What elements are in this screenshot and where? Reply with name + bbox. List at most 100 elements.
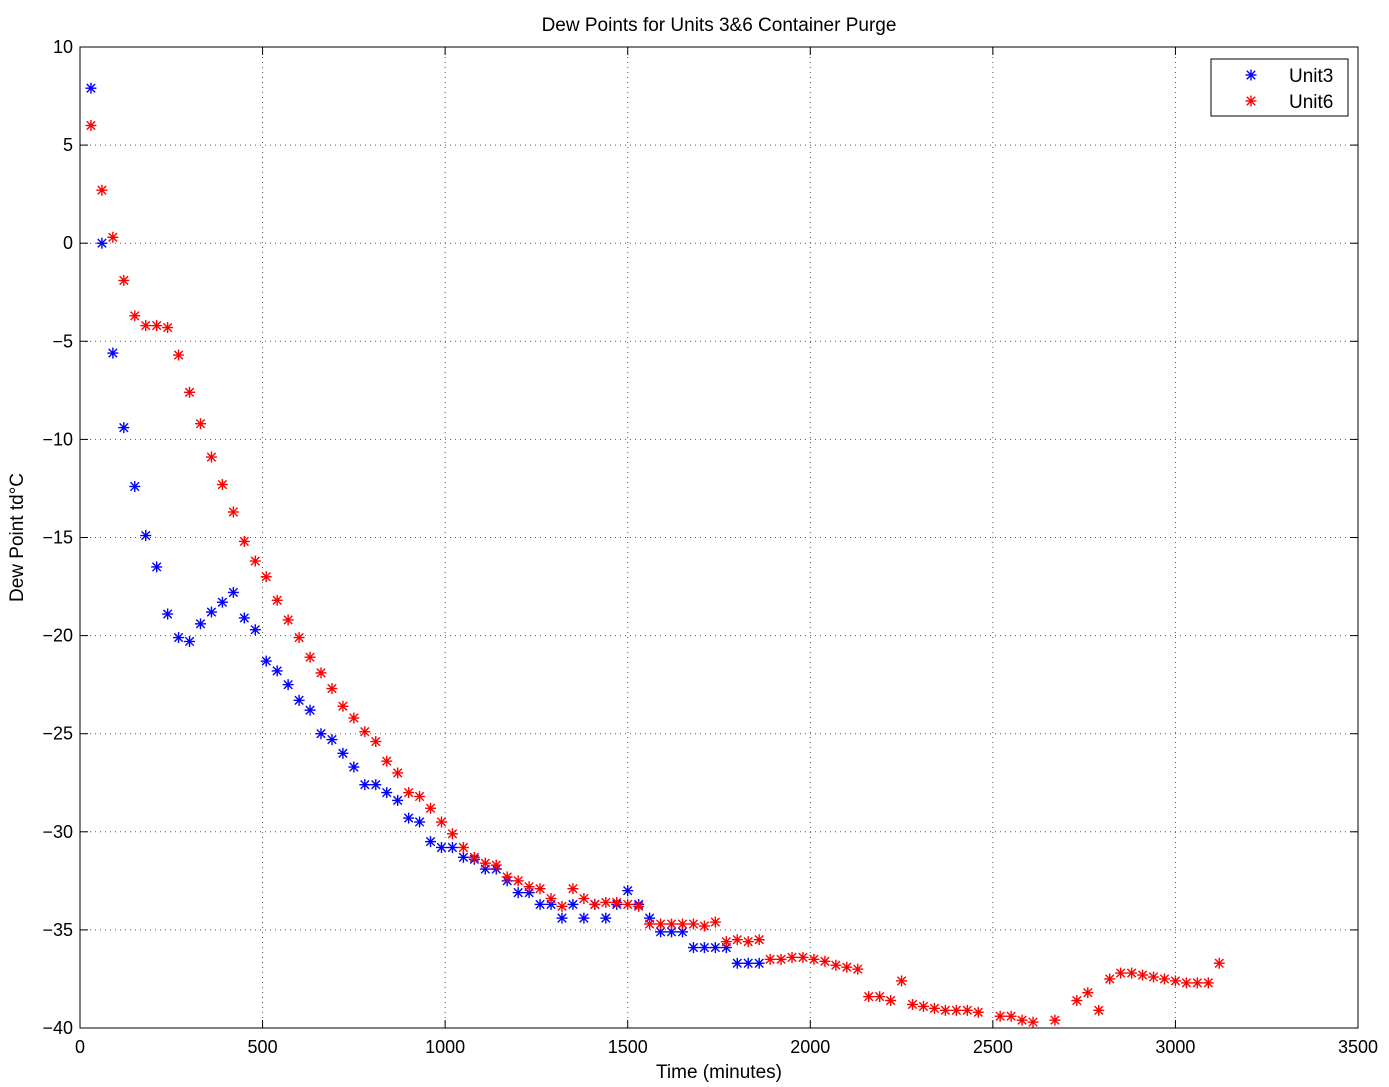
data-point [655, 918, 667, 930]
data-point [326, 683, 338, 695]
data-point [1191, 977, 1203, 989]
data-point [282, 614, 294, 626]
data-point [1027, 1016, 1039, 1028]
data-point [1169, 975, 1181, 987]
data-point [96, 237, 108, 249]
data-point [107, 231, 119, 243]
data-point [501, 871, 513, 883]
data-point [184, 386, 196, 398]
data-point [731, 957, 743, 969]
data-point [666, 918, 678, 930]
data-point [1180, 977, 1192, 989]
data-point [578, 893, 590, 905]
data-point [961, 1004, 973, 1016]
data-point [742, 957, 754, 969]
data-point [414, 816, 426, 828]
data-point [293, 632, 305, 644]
data-point [742, 936, 754, 948]
data-point [512, 887, 524, 899]
legend-label: Unit3 [1289, 66, 1333, 87]
data-point [896, 975, 908, 987]
data-point [370, 779, 382, 791]
data-point [173, 632, 185, 644]
data-point [1202, 977, 1214, 989]
y-tick-label: −20 [42, 626, 73, 646]
data-point [414, 790, 426, 802]
data-point [1071, 995, 1083, 1007]
data-point [162, 322, 174, 334]
data-point [151, 561, 163, 573]
data-point [184, 635, 196, 647]
data-point [140, 320, 152, 332]
data-point [282, 679, 294, 691]
data-point [238, 612, 250, 624]
data-point [315, 667, 327, 679]
data-point [567, 883, 579, 895]
legend-marker [1245, 95, 1257, 107]
data-point [1104, 973, 1116, 985]
data-point [446, 841, 458, 853]
data-point [622, 885, 634, 897]
x-tick-label: 1000 [425, 1037, 465, 1057]
data-point [709, 942, 721, 954]
data-point [260, 655, 272, 667]
data-point [381, 787, 393, 799]
data-point [129, 310, 141, 322]
data-point [567, 898, 579, 910]
data-point [457, 851, 469, 863]
data-point [326, 734, 338, 746]
legend-marker [1245, 69, 1257, 81]
data-point [468, 851, 480, 863]
data-point [600, 896, 612, 908]
data-point [534, 883, 546, 895]
data-point [381, 755, 393, 767]
y-tick-label: 10 [53, 37, 73, 57]
x-axis-label: Time (minutes) [656, 1062, 782, 1083]
y-tick-label: −35 [42, 920, 73, 940]
data-point [775, 953, 787, 965]
data-point [950, 1004, 962, 1016]
data-point [348, 761, 360, 773]
x-tick-label: 0 [75, 1037, 85, 1057]
data-point [928, 1002, 940, 1014]
data-point [359, 779, 371, 791]
data-point [863, 991, 875, 1003]
series-unit6 [85, 119, 1225, 1028]
data-point [1213, 957, 1225, 969]
legend-label: Unit6 [1289, 92, 1333, 113]
data-point [885, 995, 897, 1007]
y-tick-label: −5 [52, 331, 73, 351]
data-point [162, 608, 174, 620]
data-point [907, 998, 919, 1010]
data-point [1005, 1010, 1017, 1022]
data-point [151, 320, 163, 332]
data-point [96, 184, 108, 196]
data-point [446, 828, 458, 840]
data-point [720, 936, 732, 948]
y-tick-label: −40 [42, 1018, 73, 1038]
x-tick-label: 1500 [608, 1037, 648, 1057]
y-axis-label: Dew Point td°C [7, 473, 28, 602]
data-point [118, 274, 130, 286]
data-point [435, 841, 447, 853]
data-point [687, 942, 699, 954]
data-point [578, 912, 590, 924]
data-point [348, 712, 360, 724]
data-point [917, 1000, 929, 1012]
data-point [1049, 1014, 1061, 1026]
data-point [425, 802, 437, 814]
data-point [556, 912, 568, 924]
data-point [972, 1006, 984, 1018]
data-point [457, 841, 469, 853]
x-tick-label: 2000 [790, 1037, 830, 1057]
data-point [644, 918, 656, 930]
data-point [709, 916, 721, 928]
data-point [512, 875, 524, 887]
chart-title: Dew Points for Units 3&6 Container Purge [542, 15, 897, 36]
axis-ticks: 0 500 1000 1500 2000 2500 3000 3500 10 5 0 −5 −10 −15… [42, 37, 1378, 1057]
data-point [786, 951, 798, 963]
x-tick-label: 3500 [1338, 1037, 1378, 1057]
data-point [939, 1004, 951, 1016]
data-point [753, 934, 765, 946]
